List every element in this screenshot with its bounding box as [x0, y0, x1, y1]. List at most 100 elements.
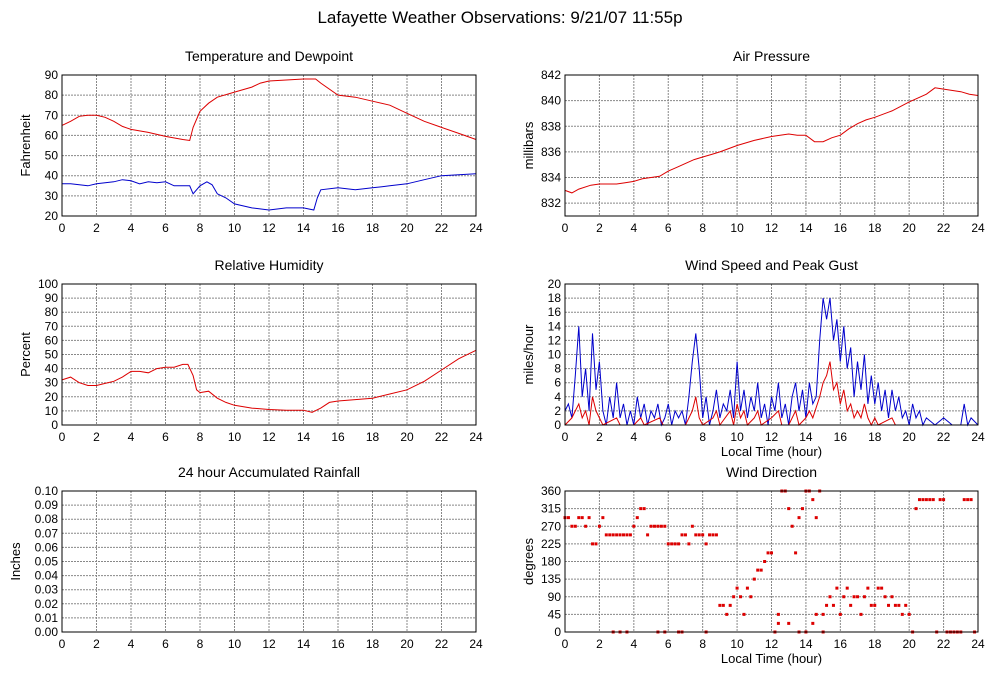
x-tick-label: 10 — [228, 221, 242, 235]
x-tick-label: 8 — [699, 430, 706, 444]
x-tick-label: 18 — [868, 637, 882, 651]
y-axis-label: Inches — [8, 542, 23, 581]
y-tick-label: 20 — [548, 277, 562, 291]
data-point — [673, 542, 677, 546]
data-point — [656, 524, 660, 528]
data-point — [566, 516, 570, 520]
x-tick-label: 12 — [262, 430, 276, 444]
x-tick-label: 2 — [93, 221, 100, 235]
y-tick-label: 135 — [541, 572, 561, 586]
y-axis-label: Percent — [18, 332, 33, 377]
y-tick-label: 836 — [541, 145, 561, 159]
data-point — [763, 560, 767, 563]
data-point — [849, 603, 853, 607]
x-tick-label: 24 — [469, 430, 483, 444]
page-title: Lafayette Weather Observations: 9/21/07 … — [317, 8, 683, 27]
x-tick-label: 8 — [197, 221, 204, 235]
data-point — [893, 603, 897, 607]
data-point — [697, 533, 701, 537]
x-tick-label: 16 — [834, 221, 848, 235]
data-point — [573, 524, 577, 528]
y-tick-label: 80 — [45, 305, 59, 319]
data-point — [708, 533, 712, 537]
y-tick-label: 60 — [45, 333, 59, 347]
data-point — [625, 533, 629, 537]
data-point — [876, 586, 880, 590]
data-point — [694, 533, 698, 537]
x-tick-label: 14 — [799, 637, 813, 651]
data-point — [711, 533, 715, 537]
x-tick-label: 10 — [730, 637, 744, 651]
x-tick-label: 22 — [435, 221, 449, 235]
y-tick-label: 20 — [45, 209, 59, 223]
chart-title: Temperature and Dewpoint — [185, 48, 353, 64]
x-tick-label: 0 — [562, 430, 569, 444]
data-point — [622, 533, 626, 537]
data-point — [649, 524, 653, 528]
data-point — [639, 507, 643, 511]
y-tick-label: 10 — [548, 348, 562, 362]
x-tick-label: 12 — [765, 221, 779, 235]
data-point — [770, 551, 773, 555]
x-tick-label: 10 — [730, 221, 744, 235]
x-tick-label: 16 — [834, 430, 848, 444]
x-tick-label: 20 — [902, 221, 916, 235]
y-tick-label: 0.08 — [35, 512, 59, 526]
y-tick-label: 90 — [45, 291, 59, 305]
x-tick-label: 12 — [262, 637, 276, 651]
y-tick-label: 315 — [541, 502, 561, 516]
data-point — [914, 507, 918, 511]
x-tick-label: 6 — [162, 221, 169, 235]
x-tick-label: 2 — [596, 637, 603, 651]
y-tick-label: 0 — [554, 418, 561, 432]
data-point — [842, 595, 846, 599]
data-point — [811, 621, 815, 625]
data-point — [825, 603, 829, 607]
y-tick-label: 0.09 — [35, 498, 59, 512]
data-point — [966, 498, 970, 502]
data-point — [601, 516, 605, 520]
data-point — [845, 586, 849, 590]
y-tick-label: 0.05 — [35, 555, 59, 569]
data-point — [652, 524, 656, 528]
x-tick-label: 0 — [59, 637, 66, 651]
data-point — [577, 516, 581, 520]
y-tick-label: 4 — [554, 390, 561, 404]
data-point — [663, 524, 667, 528]
temperature-dewpoint-chart: 0 2 4 6 8 10 12 14 16 18 20 22 242030405060708090Tem… — [18, 48, 483, 235]
data-point — [628, 533, 632, 537]
x-tick-label: 20 — [902, 430, 916, 444]
x-tick-label: 12 — [765, 430, 779, 444]
x-tick-label: 6 — [665, 637, 672, 651]
plot-frame — [564, 490, 979, 633]
y-tick-label: 60 — [45, 128, 59, 142]
data-point — [659, 524, 663, 528]
data-point — [632, 524, 636, 528]
data-point — [900, 612, 904, 616]
x-tick-label: 12 — [765, 637, 779, 651]
data-point — [714, 533, 718, 537]
y-tick-label: 18 — [548, 291, 562, 305]
series-line-red — [61, 78, 477, 142]
data-point — [687, 542, 691, 546]
y-tick-label: 90 — [548, 590, 562, 604]
chart-title: Wind Direction — [726, 464, 817, 480]
y-tick-label: 30 — [45, 189, 59, 203]
x-axis-label: Local Time (hour) — [721, 444, 822, 459]
y-axis-label: miles/hour — [521, 324, 536, 385]
data-point — [642, 507, 646, 511]
x-tick-label: 18 — [868, 430, 882, 444]
x-tick-label: 8 — [699, 221, 706, 235]
x-tick-label: 8 — [197, 430, 204, 444]
data-point — [677, 542, 681, 546]
wind-speed-gust-chart: 0 2 4 6 8 10 12 14 16 18 20 22 2402468101214161820Wi… — [521, 257, 985, 459]
y-tick-label: 50 — [45, 348, 59, 362]
series-line-red — [564, 87, 979, 194]
x-tick-label: 24 — [971, 430, 985, 444]
y-tick-label: 0 — [554, 625, 561, 639]
series-line-red — [61, 349, 477, 413]
y-tick-label: 30 — [45, 376, 59, 390]
x-tick-label: 6 — [665, 430, 672, 444]
y-tick-label: 270 — [541, 519, 561, 533]
x-tick-label: 16 — [834, 637, 848, 651]
